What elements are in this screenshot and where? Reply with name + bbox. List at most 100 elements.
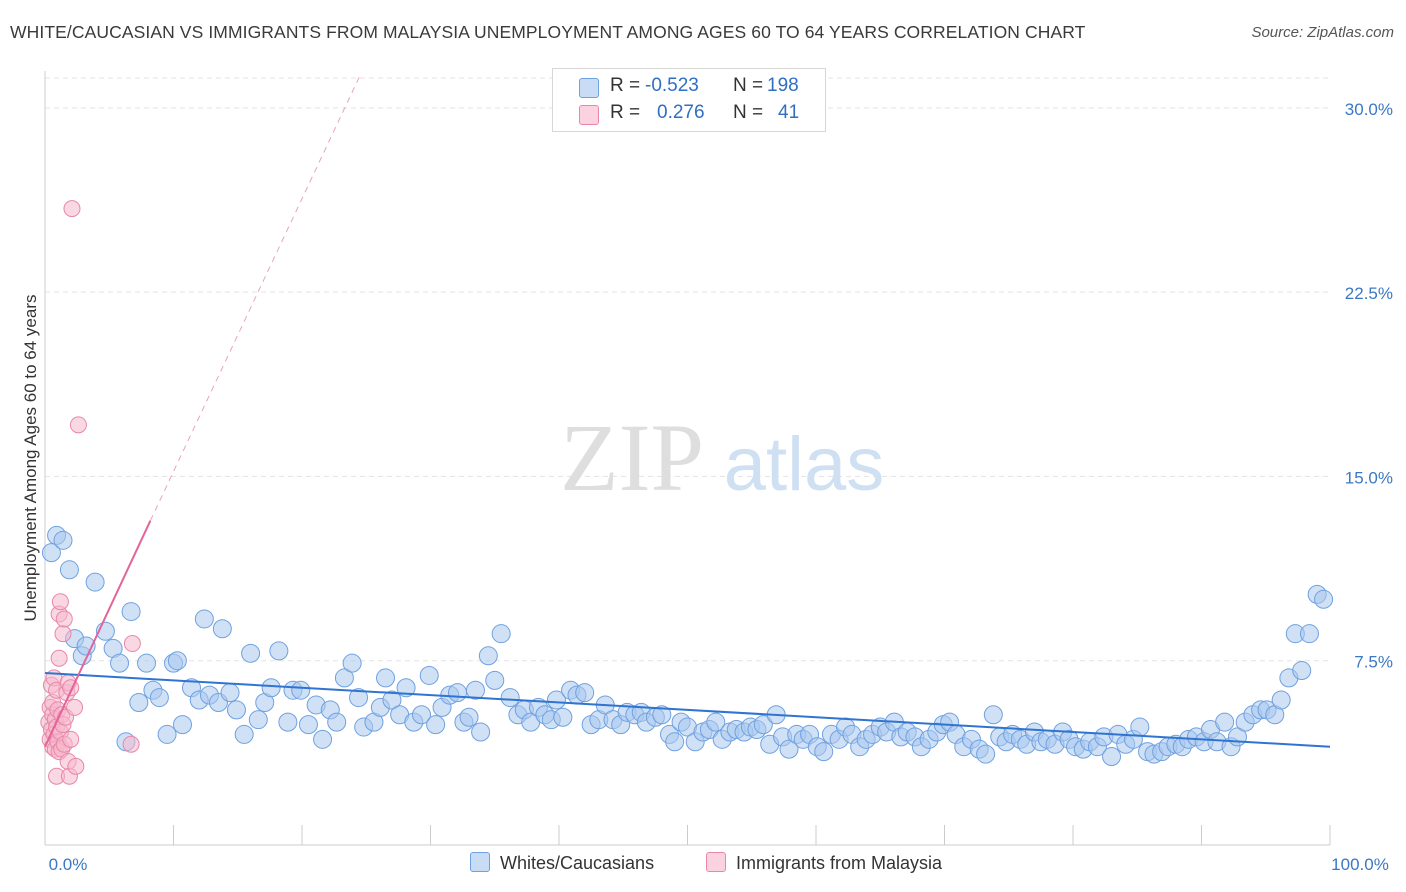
data-point <box>1130 717 1150 737</box>
chart-source: Source: ZipAtlas.com <box>1251 24 1394 41</box>
data-point <box>665 732 685 752</box>
data-point <box>194 609 214 629</box>
data-point <box>1271 690 1291 710</box>
data-point <box>110 653 130 673</box>
data-point <box>137 653 157 673</box>
data-point <box>382 690 402 710</box>
legend-swatch-blue <box>579 78 599 98</box>
legend-r-value: 0.276 <box>657 102 705 123</box>
data-point <box>167 651 187 671</box>
y-tick-label: 7.5% <box>1354 653 1393 672</box>
data-point <box>327 712 347 732</box>
data-point <box>976 744 996 764</box>
data-point <box>55 610 73 628</box>
data-point <box>1299 624 1319 644</box>
data-point <box>51 593 69 611</box>
data-point <box>447 683 467 703</box>
data-point <box>122 735 140 753</box>
data-point <box>85 572 105 592</box>
data-point <box>248 710 268 730</box>
legend: R = -0.523 N = 198 R = 0.276 N = 41 <box>552 68 826 132</box>
data-point <box>471 722 491 742</box>
legend-n-label: N = <box>733 75 764 96</box>
data-point <box>1102 747 1122 767</box>
data-point <box>123 635 141 653</box>
data-point <box>66 698 84 716</box>
data-point <box>652 705 672 725</box>
data-point <box>69 416 87 434</box>
data-point <box>41 543 61 563</box>
data-point <box>129 692 149 712</box>
data-point <box>342 653 362 673</box>
data-point <box>376 668 396 688</box>
data-point <box>220 683 240 703</box>
data-point <box>465 680 485 700</box>
bottom-legend-malaysia: Immigrants from Malaysia <box>706 852 942 874</box>
y-axis-label: Unemployment Among Ages 60 to 64 years <box>21 295 40 622</box>
data-point <box>491 624 511 644</box>
data-point <box>59 560 79 580</box>
y-tick-label: 30.0% <box>1345 100 1393 119</box>
bottom-legend-whites: Whites/Caucasians <box>470 852 654 874</box>
data-point <box>419 665 439 685</box>
data-point <box>313 729 333 749</box>
data-point <box>478 646 498 666</box>
data-point <box>983 705 1003 725</box>
data-point <box>261 678 281 698</box>
data-point <box>291 680 311 700</box>
data-point <box>121 602 141 622</box>
data-point <box>349 688 369 708</box>
data-point <box>63 200 81 218</box>
data-point <box>149 688 169 708</box>
chart-title: WHITE/CAUCASIAN VS IMMIGRANTS FROM MALAY… <box>10 22 1086 42</box>
legend-swatch-pink <box>579 105 599 125</box>
data-point <box>54 625 72 643</box>
data-point <box>234 724 254 744</box>
y-tick-labels: 7.5% 15.0% 22.5% 30.0% <box>1345 100 1393 672</box>
data-point <box>67 757 85 775</box>
data-point <box>241 643 261 663</box>
data-point <box>814 742 834 762</box>
data-point <box>172 715 192 735</box>
data-point <box>500 688 520 708</box>
data-point <box>278 712 298 732</box>
data-point <box>426 715 446 735</box>
data-point <box>553 707 573 727</box>
watermark-zip: ZIP <box>560 404 704 511</box>
data-point <box>575 683 595 703</box>
data-point <box>226 700 246 720</box>
watermark-atlas: atlas <box>724 422 885 507</box>
data-point <box>412 705 432 725</box>
legend-r-label: R = <box>610 102 641 123</box>
bottom-legend-label: Immigrants from Malaysia <box>736 853 943 873</box>
data-point <box>546 690 566 710</box>
data-point <box>212 619 232 639</box>
x-tick-label-min: 0.0% <box>49 855 88 874</box>
data-point <box>269 641 289 661</box>
data-point <box>485 670 505 690</box>
legend-n-label: N = <box>733 102 764 123</box>
legend-n-value: 41 <box>778 102 800 123</box>
legend-r-label: R = <box>610 75 641 96</box>
legend-n-value: 198 <box>767 75 799 96</box>
bottom-legend-label: Whites/Caucasians <box>500 853 655 873</box>
data-point <box>1314 589 1334 609</box>
bottom-legend-swatch-blue <box>470 852 490 872</box>
data-point <box>1292 661 1312 681</box>
series-immigrants-malaysia <box>40 200 141 785</box>
data-point <box>62 730 80 748</box>
data-point <box>459 707 479 727</box>
legend-r-value: -0.523 <box>645 75 699 96</box>
data-point <box>50 649 68 667</box>
y-tick-label: 15.0% <box>1345 468 1393 487</box>
y-tick-label: 22.5% <box>1345 284 1393 303</box>
data-point <box>706 712 726 732</box>
trend-line-malaysia-extension <box>149 75 361 521</box>
data-point <box>157 724 177 744</box>
trend-line-whites <box>44 672 1331 748</box>
data-point <box>298 715 318 735</box>
trend-lines <box>44 75 1331 748</box>
trend-line-malaysia <box>44 520 152 748</box>
data-point <box>53 530 73 550</box>
